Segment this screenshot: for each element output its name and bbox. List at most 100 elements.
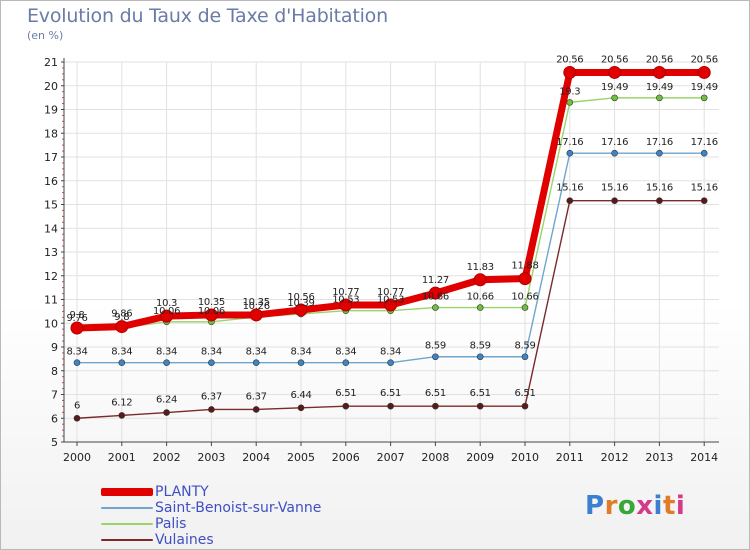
data-point-saint-benoist: [252, 359, 260, 366]
data-point-vulaines: [387, 402, 394, 410]
data-point-planty: [652, 65, 666, 79]
data-point-saint-benoist: [611, 149, 618, 157]
data-label-planty: 11.83: [467, 262, 494, 273]
data-label-planty: 10.3: [156, 298, 177, 309]
legend-swatch-planty: [101, 488, 153, 496]
data-label-planty: 9.8: [69, 310, 84, 321]
x-tick-label: 2005: [287, 451, 315, 464]
y-tick-label: 17: [44, 151, 58, 164]
y-tick-label: 9: [51, 341, 58, 354]
y-tick-label: 8: [51, 365, 58, 378]
x-tick-label: 2009: [466, 451, 494, 464]
data-point-vulaines: [342, 402, 350, 410]
legend-label-planty: PLANTY: [155, 484, 209, 500]
data-point-vulaines: [432, 402, 439, 410]
data-label-vulaines: 6.51: [425, 388, 446, 399]
data-point-palis: [432, 304, 439, 311]
data-label-vulaines: 15.16: [691, 183, 718, 194]
data-label-saint-benoist: 8.34: [66, 347, 87, 358]
legend-label-vulaines: Vulaines: [155, 532, 214, 548]
data-point-vulaines: [208, 406, 215, 413]
data-point-saint-benoist: [297, 359, 305, 366]
data-label-planty: 20.56: [601, 54, 628, 65]
data-label-saint-benoist: 8.34: [111, 347, 132, 358]
data-label-saint-benoist: 8.34: [156, 347, 177, 358]
data-label-saint-benoist: 17.16: [601, 137, 628, 148]
y-tick-label: 21: [44, 56, 58, 69]
data-label-palis: 10.53: [332, 295, 359, 306]
data-point-vulaines: [656, 197, 663, 204]
data-label-palis: 9.76: [66, 313, 87, 324]
data-label-palis: 10.06: [198, 306, 225, 317]
y-tick-label: 13: [44, 246, 58, 259]
data-label-planty: 20.56: [691, 54, 718, 65]
data-point-vulaines: [521, 402, 529, 410]
data-label-saint-benoist: 8.34: [380, 347, 401, 358]
proxiti-logo: Proxiti: [585, 491, 685, 521]
y-tick-label: 15: [44, 199, 58, 212]
data-point-planty: [608, 65, 622, 79]
data-point-vulaines: [163, 409, 170, 416]
data-point-saint-benoist: [342, 359, 350, 366]
data-label-palis: 19.49: [691, 82, 718, 93]
x-tick-label: 2003: [197, 451, 225, 464]
data-label-vulaines: 6.37: [246, 391, 267, 402]
y-tick-label: 11: [44, 294, 58, 307]
x-tick-label: 2011: [556, 451, 584, 464]
x-tick-label: 2013: [645, 451, 673, 464]
legend-item-palis: Palis: [101, 516, 421, 532]
y-tick-label: 10: [44, 317, 58, 330]
data-label-saint-benoist: 8.34: [290, 347, 311, 358]
data-point-saint-benoist: [73, 359, 81, 366]
data-label-saint-benoist: 8.34: [246, 347, 267, 358]
data-point-palis: [611, 94, 618, 102]
data-point-planty: [294, 303, 308, 317]
data-point-saint-benoist: [566, 149, 574, 157]
data-label-planty: 10.77: [332, 287, 359, 298]
y-tick-label: 7: [51, 389, 58, 402]
data-point-vulaines: [476, 402, 484, 410]
data-point-saint-benoist: [656, 149, 663, 157]
data-point-saint-benoist: [208, 359, 215, 366]
data-point-saint-benoist: [432, 353, 439, 361]
data-label-saint-benoist: 8.34: [201, 347, 222, 358]
data-point-saint-benoist: [700, 149, 708, 157]
legend-item-saint-benoist: Saint-Benoist-sur-Vanne: [101, 500, 421, 516]
data-label-vulaines: 6.37: [201, 391, 222, 402]
data-point-planty: [697, 65, 711, 79]
grid: [64, 61, 719, 443]
x-tick-label: 2002: [153, 451, 181, 464]
data-point-vulaines: [566, 197, 574, 204]
data-label-palis: 10.53: [377, 295, 404, 306]
x-tick-label: 2014: [690, 451, 718, 464]
x-tick-label: 2000: [63, 451, 91, 464]
legend-swatch-palis: [101, 523, 153, 525]
logo-letter: t: [662, 491, 676, 521]
logo-letter: i: [675, 491, 686, 521]
legend-item-planty: PLANTY: [101, 484, 421, 500]
data-point-saint-benoist: [387, 359, 394, 366]
data-label-vulaines: 6.51: [470, 388, 491, 399]
data-label-palis: 9.8: [114, 312, 129, 323]
data-point-palis: [656, 94, 663, 102]
data-point-palis: [566, 99, 574, 106]
data-label-saint-benoist: 17.16: [646, 137, 673, 148]
data-label-vulaines: 6.51: [514, 388, 535, 399]
x-tick-label: 2012: [601, 451, 629, 464]
data-point-vulaines: [700, 197, 708, 204]
legend-label-palis: Palis: [155, 516, 187, 532]
data-label-planty: 10.77: [377, 287, 404, 298]
data-label-palis: 10.66: [467, 292, 494, 303]
y-tick-label: 12: [44, 270, 58, 283]
data-label-vulaines: 6.51: [380, 388, 401, 399]
data-point-saint-benoist: [521, 353, 529, 361]
data-label-vulaines: 15.16: [646, 183, 673, 194]
data-point-planty: [428, 286, 442, 300]
logo-letter: i: [653, 491, 663, 521]
data-point-vulaines: [73, 414, 81, 422]
data-point-planty: [384, 298, 398, 312]
data-label-saint-benoist: 8.59: [470, 341, 491, 352]
data-label-vulaines: 6: [74, 400, 80, 411]
data-label-palis: 10.39: [287, 298, 314, 309]
